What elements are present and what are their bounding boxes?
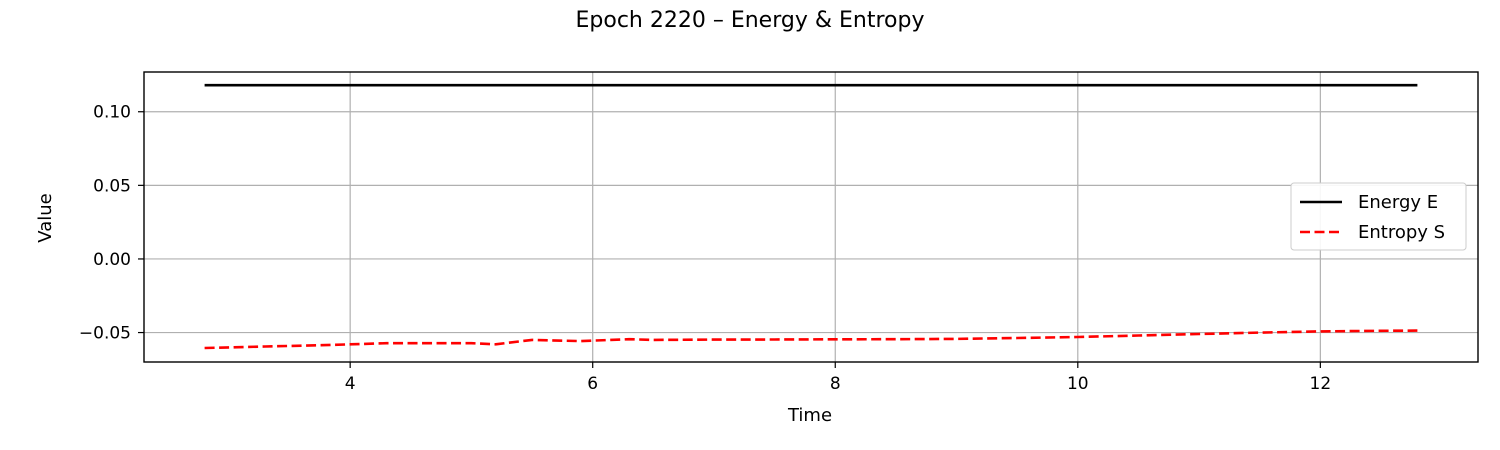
y-tick-label: 0.00 <box>93 250 131 270</box>
legend-label-energy: Energy E <box>1358 192 1438 213</box>
x-axis-label: Time <box>787 405 832 426</box>
y-tick-label: 0.10 <box>93 103 131 123</box>
y-tick-label: −0.05 <box>79 324 131 344</box>
grid-lines <box>144 72 1478 362</box>
x-tick-label: 6 <box>587 374 598 394</box>
chart-title: Epoch 2220 – Energy & Entropy <box>576 8 925 33</box>
x-tick-label: 10 <box>1067 374 1089 394</box>
series-line-entropy-s <box>204 329 1418 350</box>
y-axis-label: Value <box>35 193 56 242</box>
legend: Energy E Entropy S <box>1290 182 1467 251</box>
x-tick-label: 8 <box>830 374 841 394</box>
y-tick-label: 0.05 <box>93 176 131 196</box>
x-tick-label: 4 <box>345 374 356 394</box>
series-lines <box>204 83 1418 350</box>
plot-area-frame <box>143 71 1479 363</box>
x-tick-label: 12 <box>1310 374 1332 394</box>
axis-ticks: 4 6 8 10 12 0.10 0.05 0.00 −0.05 <box>79 103 1331 394</box>
legend-label-entropy: Entropy S <box>1358 222 1445 243</box>
